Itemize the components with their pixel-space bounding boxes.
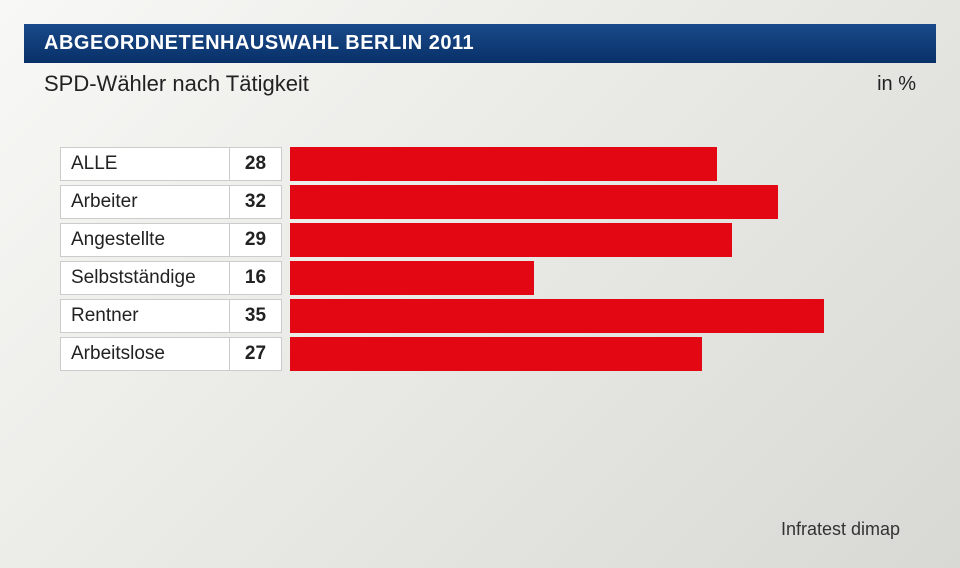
bar-track <box>290 223 900 257</box>
table-row: Angestellte 29 <box>60 223 900 257</box>
table-row: ALLE 28 <box>60 147 900 181</box>
bar <box>290 261 534 295</box>
category-label: Selbstständige <box>60 261 230 295</box>
bar-track <box>290 299 900 333</box>
bar <box>290 223 732 257</box>
category-label: Arbeitslose <box>60 337 230 371</box>
category-label: Rentner <box>60 299 230 333</box>
source-credit: Infratest dimap <box>781 519 900 540</box>
value-cell: 32 <box>230 185 282 219</box>
value-cell: 16 <box>230 261 282 295</box>
chart-area: ALLE 28 Arbeiter 32 Angestellte 29 Selbs… <box>60 147 900 371</box>
category-label: Arbeiter <box>60 185 230 219</box>
category-label: Angestellte <box>60 223 230 257</box>
bar-track <box>290 147 900 181</box>
page-title-bar: ABGEORDNETENHAUSWAHL BERLIN 2011 <box>24 24 936 63</box>
bar <box>290 299 824 333</box>
bar <box>290 337 702 371</box>
table-row: Arbeiter 32 <box>60 185 900 219</box>
bar-track <box>290 261 900 295</box>
value-cell: 28 <box>230 147 282 181</box>
unit-label: in % <box>877 73 916 96</box>
bar <box>290 185 778 219</box>
chart-subtitle: SPD-Wähler nach Tätigkeit <box>44 71 309 97</box>
bar-track <box>290 337 900 371</box>
subtitle-row: SPD-Wähler nach Tätigkeit in % <box>24 71 936 97</box>
value-cell: 29 <box>230 223 282 257</box>
table-row: Arbeitslose 27 <box>60 337 900 371</box>
value-cell: 27 <box>230 337 282 371</box>
value-cell: 35 <box>230 299 282 333</box>
table-row: Rentner 35 <box>60 299 900 333</box>
table-row: Selbstständige 16 <box>60 261 900 295</box>
category-label: ALLE <box>60 147 230 181</box>
bar <box>290 147 717 181</box>
bar-track <box>290 185 900 219</box>
page-title: ABGEORDNETENHAUSWAHL BERLIN 2011 <box>44 32 474 54</box>
